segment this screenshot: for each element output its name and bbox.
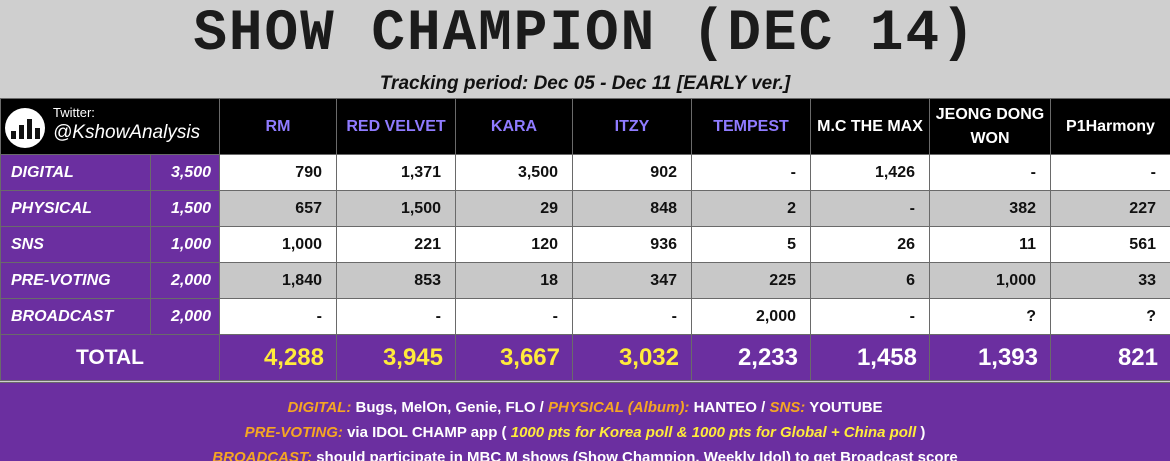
score-cell: 227 bbox=[1050, 190, 1170, 227]
artist-header: P1Harmony bbox=[1050, 98, 1170, 155]
artist-header: RM bbox=[219, 98, 337, 155]
score-cell: 29 bbox=[455, 190, 573, 227]
total-label: TOTAL bbox=[0, 334, 220, 381]
footer-line-3: BROADCAST: should participate in MBC M s… bbox=[0, 445, 1170, 461]
bar-chart-logo-icon bbox=[5, 108, 45, 148]
score-cell: - bbox=[929, 154, 1051, 191]
twitter-handle: @KshowAnalysis bbox=[53, 122, 201, 143]
category-max-points: 1,500 bbox=[150, 190, 220, 227]
score-cell: 221 bbox=[336, 226, 456, 263]
score-cell: 936 bbox=[572, 226, 692, 263]
prevoting-text: via IDOL CHAMP app ( bbox=[347, 424, 507, 441]
score-cell: 2 bbox=[691, 190, 811, 227]
score-cell: - bbox=[810, 190, 930, 227]
category-label: SNS bbox=[0, 226, 151, 263]
twitter-credit: Twitter: @KshowAnalysis bbox=[0, 98, 220, 155]
broadcast-text: should participate in MBC M shows (Show … bbox=[316, 449, 958, 461]
table-row: SNS 1,000 1,000 221 120 936 5 26 11 561 bbox=[0, 226, 1170, 263]
score-rows: DIGITAL 3,500 790 1,371 3,500 902-1,426- - PHYS… bbox=[0, 154, 1170, 335]
score-cell: 1,000 bbox=[219, 226, 337, 263]
total-value: 4,288 bbox=[219, 334, 337, 381]
physical-text: HANTEO / bbox=[693, 399, 766, 416]
score-cell: - bbox=[219, 298, 337, 335]
tracking-period: Tracking period: Dec 05 - Dec 11 [EARLY … bbox=[379, 73, 791, 94]
table-row: BROADCAST 2,000- - - -2,000-?? bbox=[0, 298, 1170, 335]
total-value: 3,945 bbox=[336, 334, 456, 381]
page-title: SHOW CHAMPION (DEC 14) bbox=[193, 0, 977, 67]
score-cell: - bbox=[455, 298, 573, 335]
prevoting-close: ) bbox=[920, 424, 926, 441]
score-cell: - bbox=[1050, 154, 1170, 191]
score-cell: 561 bbox=[1050, 226, 1170, 263]
score-cell: 1,840 bbox=[219, 262, 337, 299]
score-cell: 6 bbox=[810, 262, 930, 299]
footer-line-1: DIGITAL: Bugs, MelOn, Genie, FLO / PHYSI… bbox=[0, 395, 1170, 420]
category-label: PHYSICAL bbox=[0, 190, 151, 227]
score-cell: 1,426 bbox=[810, 154, 930, 191]
total-value: 2,233 bbox=[691, 334, 811, 381]
score-cell: 1,371 bbox=[336, 154, 456, 191]
table-row: PRE-VOTING 2,000 1,840 853 18 347 225 6 1,000 33 bbox=[0, 262, 1170, 299]
score-cell: 33 bbox=[1050, 262, 1170, 299]
artist-header: RED VELVET bbox=[336, 98, 456, 155]
footer-notes: DIGITAL: Bugs, MelOn, Genie, FLO / PHYSI… bbox=[0, 382, 1170, 461]
score-cell: 657 bbox=[219, 190, 337, 227]
score-cell: 1,000 bbox=[929, 262, 1051, 299]
artist-header: JEONG DONG WON bbox=[929, 98, 1051, 155]
score-cell: 26 bbox=[810, 226, 930, 263]
total-value: 3,032 bbox=[572, 334, 692, 381]
score-cell: 853 bbox=[336, 262, 456, 299]
score-cell: 902 bbox=[572, 154, 692, 191]
artist-header: M.C THE MAX bbox=[810, 98, 930, 155]
score-cell: 11 bbox=[929, 226, 1051, 263]
table-row: DIGITAL 3,500 790 1,371 3,500 902-1,426- - bbox=[0, 154, 1170, 191]
score-cell: 120 bbox=[455, 226, 573, 263]
score-cell: - bbox=[810, 298, 930, 335]
prevoting-highlight: 1000 pts for Korea poll & 1000 pts for G… bbox=[510, 424, 917, 441]
footer-line-2: PRE-VOTING: via IDOL CHAMP app ( 1000 pt… bbox=[0, 420, 1170, 445]
category-label: BROADCAST bbox=[0, 298, 151, 335]
score-cell: 382 bbox=[929, 190, 1051, 227]
score-cell: 790 bbox=[219, 154, 337, 191]
total-value: 821 bbox=[1050, 334, 1170, 381]
sns-text: YOUTUBE bbox=[809, 399, 883, 416]
score-cell: 225 bbox=[691, 262, 811, 299]
category-max-points: 1,000 bbox=[150, 226, 220, 263]
score-cell: - bbox=[336, 298, 456, 335]
score-cell: ? bbox=[1050, 298, 1170, 335]
score-cell: 1,500 bbox=[336, 190, 456, 227]
category-label: DIGITAL bbox=[0, 154, 151, 191]
score-cell: 5 bbox=[691, 226, 811, 263]
physical-label: PHYSICAL (Album): bbox=[548, 399, 690, 416]
artist-header: KARA bbox=[455, 98, 573, 155]
broadcast-label: BROADCAST: bbox=[212, 449, 313, 461]
score-cell: - bbox=[691, 154, 811, 191]
twitter-label: Twitter: bbox=[53, 105, 95, 120]
total-value: 3,667 bbox=[455, 334, 573, 381]
total-row: TOTAL 4,288 3,945 3,667 3,032 2,233 1,45… bbox=[0, 334, 1170, 381]
table-row: PHYSICAL 1,500 657 1,500 29 848 2-382 227 bbox=[0, 190, 1170, 227]
category-label: PRE-VOTING bbox=[0, 262, 151, 299]
score-cell: 347 bbox=[572, 262, 692, 299]
prevoting-label: PRE-VOTING: bbox=[244, 424, 343, 441]
score-table: Twitter: @KshowAnalysis RM RED VELVET KA… bbox=[0, 98, 1170, 381]
digital-label: DIGITAL: bbox=[287, 399, 352, 416]
artist-header: ITZY bbox=[572, 98, 692, 155]
score-cell: 3,500 bbox=[455, 154, 573, 191]
total-value: 1,458 bbox=[810, 334, 930, 381]
score-cell: 2,000 bbox=[691, 298, 811, 335]
score-cell: 848 bbox=[572, 190, 692, 227]
total-value: 1,393 bbox=[929, 334, 1051, 381]
category-max-points: 3,500 bbox=[150, 154, 220, 191]
digital-text: Bugs, MelOn, Genie, FLO / bbox=[355, 399, 544, 416]
artist-header: TEMPEST bbox=[691, 98, 811, 155]
category-max-points: 2,000 bbox=[150, 298, 220, 335]
score-cell: ? bbox=[929, 298, 1051, 335]
score-cell: 18 bbox=[455, 262, 573, 299]
sns-label: SNS: bbox=[769, 399, 806, 416]
category-max-points: 2,000 bbox=[150, 262, 220, 299]
header-row: Twitter: @KshowAnalysis RM RED VELVET KA… bbox=[0, 98, 1170, 155]
score-cell: - bbox=[572, 298, 692, 335]
